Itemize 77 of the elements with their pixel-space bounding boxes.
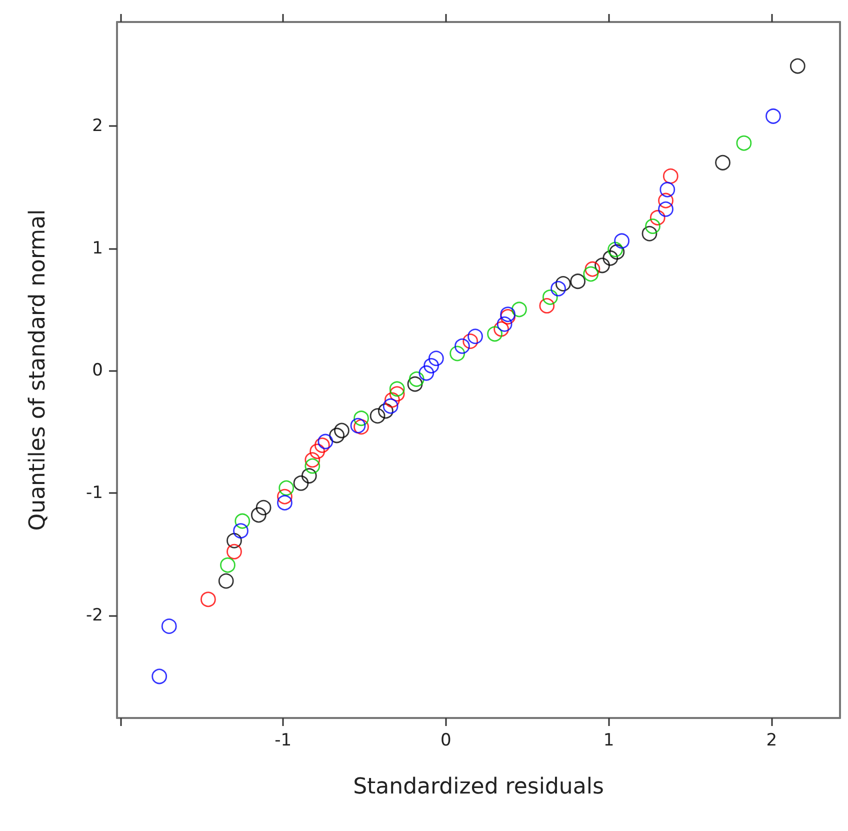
point [487, 326, 502, 342]
point [584, 261, 600, 277]
y-tick-label: 0 [92, 360, 103, 381]
point [790, 58, 806, 74]
point [277, 488, 292, 504]
point [250, 507, 266, 523]
point [650, 210, 666, 226]
point [450, 346, 466, 362]
point [594, 258, 610, 274]
point [660, 182, 676, 198]
point [200, 592, 216, 608]
point [378, 403, 394, 419]
point [550, 280, 566, 296]
point [494, 321, 509, 337]
point [555, 276, 571, 292]
point [161, 618, 177, 634]
point [512, 302, 527, 318]
point [277, 495, 292, 510]
point [542, 290, 558, 305]
point [218, 573, 234, 589]
point [428, 350, 444, 366]
point [645, 218, 660, 234]
point [715, 154, 730, 170]
point [384, 392, 400, 408]
x-tick-label: -1 [274, 730, 292, 750]
point [278, 480, 294, 496]
point [602, 250, 618, 266]
point [233, 523, 248, 539]
point [301, 468, 317, 484]
point [408, 371, 424, 387]
point [389, 381, 405, 397]
y-axis-title: Quantiles of standard normal [26, 209, 50, 531]
point [642, 226, 658, 242]
point [304, 458, 320, 474]
point [329, 428, 345, 444]
point [234, 513, 250, 529]
point [220, 557, 236, 573]
point [310, 444, 325, 460]
y-tick-label: -1 [86, 482, 103, 503]
y-tick-label: -2 [86, 605, 103, 626]
point [314, 438, 330, 453]
point [226, 532, 242, 548]
point [293, 475, 309, 491]
point [334, 422, 350, 438]
point [304, 452, 320, 468]
point [354, 410, 369, 426]
point [658, 192, 674, 208]
point [152, 668, 168, 684]
point [468, 328, 483, 344]
x-tick-label: 2 [766, 730, 778, 750]
point [354, 419, 369, 435]
x-tick-label: 1 [603, 730, 614, 750]
point [226, 544, 242, 560]
x-axis-title: Standardized residuals [353, 774, 604, 800]
point [462, 334, 478, 349]
point [583, 266, 599, 282]
y-tick-label: 2 [92, 116, 103, 136]
point [382, 398, 398, 414]
point [539, 298, 555, 314]
point [614, 233, 630, 249]
point [389, 386, 405, 402]
point [496, 316, 512, 332]
point [418, 365, 434, 381]
point [736, 135, 752, 151]
point [350, 418, 366, 434]
point [662, 168, 678, 184]
point [454, 338, 470, 354]
point [570, 274, 586, 290]
point [370, 408, 386, 424]
point [766, 108, 781, 124]
point [318, 434, 334, 450]
x-tick-label: 0 [440, 730, 452, 750]
point [424, 358, 439, 374]
point [407, 376, 423, 392]
point [658, 201, 674, 217]
y-tick-label: 1 [92, 238, 103, 258]
point [256, 500, 272, 516]
